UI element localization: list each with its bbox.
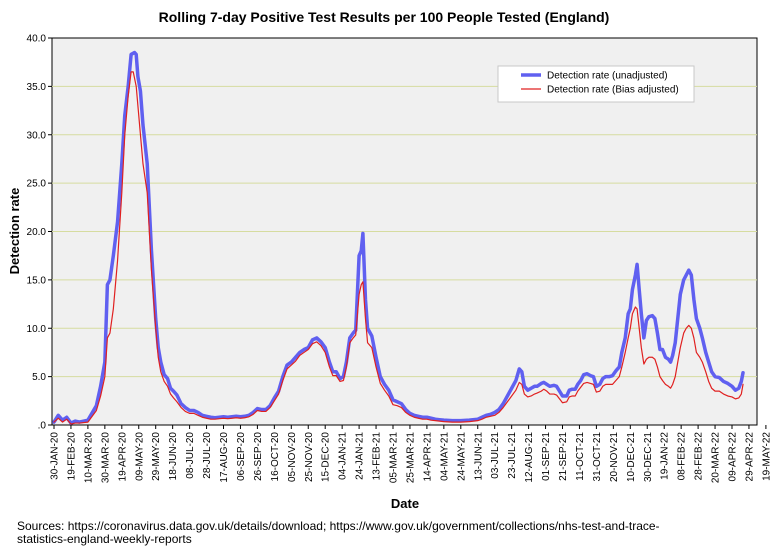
series-line-bias-adjusted [53, 71, 744, 425]
x-tick-label: 09-APR-22 [728, 432, 739, 482]
x-tick-label: 11-OCT-21 [575, 432, 586, 481]
y-tick-label: 40.0 [27, 34, 47, 45]
x-tick-label: 05-MAR-21 [389, 432, 400, 484]
x-tick-label: 25-NOV-20 [304, 432, 315, 482]
y-tick-label: 10.0 [27, 324, 47, 335]
x-tick-label: 04-JAN-21 [338, 432, 349, 480]
x-tick-label: 19-FEB-20 [66, 432, 77, 481]
x-tick-label: 23-JUL-21 [507, 432, 518, 479]
x-tick-label: 10-MAR-20 [83, 432, 94, 484]
x-tick-label: 18-JUN-20 [168, 432, 179, 481]
x-tick-label: 29-APR-22 [744, 432, 755, 482]
x-tick-label: 13-JUN-21 [473, 432, 484, 481]
y-axis-ticks: 40.0 35.0 30.0 25.0 20.0 15.0 10.0 5.0 .0 [27, 34, 52, 432]
x-tick-label: 24-JAN-21 [355, 432, 366, 480]
x-tick-label: 28-JUL-20 [202, 432, 213, 479]
sources-line-1: Sources: https://coronavirus.data.gov.uk… [17, 520, 660, 533]
x-tick-label: 30-DEC-21 [643, 432, 654, 482]
x-tick-label: 20-MAR-22 [711, 432, 722, 484]
y-tick-label: 30.0 [27, 130, 47, 141]
x-tick-label: 03-JUL-21 [490, 432, 501, 479]
x-tick-label: 24-MAY-21 [456, 432, 467, 481]
x-tick-label: 19-MAY-22 [761, 432, 772, 481]
chart: Rolling 7-day Positive Test Results per … [7, 9, 772, 511]
y-tick-label: 25.0 [27, 179, 47, 190]
x-tick-label: 10-DEC-21 [626, 432, 637, 482]
x-tick-label: 19-APR-20 [117, 432, 128, 482]
x-tick-label: 09-MAY-20 [134, 432, 145, 481]
x-tick-label: 06-SEP-20 [236, 432, 247, 481]
x-tick-label: 29-MAY-20 [151, 432, 162, 481]
chart-title: Rolling 7-day Positive Test Results per … [159, 9, 610, 25]
series-line-unadjusted [52, 50, 745, 425]
legend-box [497, 65, 695, 103]
legend-label-bias-adjusted: Detection rate (Bias adjusted) [547, 85, 679, 96]
x-tick-label: 28-FEB-22 [694, 432, 705, 481]
y-axis-title: Detection rate [7, 188, 22, 275]
legend-label-unadjusted: Detection rate (unadjusted) [547, 71, 668, 82]
y-tick-label: 5.0 [32, 372, 46, 383]
x-tick-label: 26-SEP-20 [253, 432, 264, 481]
x-tick-label: 08-JUL-20 [185, 432, 196, 479]
x-tick-label: 31-OCT-21 [592, 432, 603, 482]
x-tick-label: 08-FEB-22 [677, 432, 688, 481]
y-tick-label: 20.0 [27, 227, 47, 238]
x-tick-label: 04-MAY-21 [439, 432, 450, 481]
x-tick-label: 05-NOV-20 [287, 432, 298, 482]
x-tick-label: 20-NOV-21 [609, 432, 620, 482]
x-tick-label: 13-FEB-21 [372, 432, 383, 481]
legend: Detection rate (unadjusted) Detection ra… [497, 65, 695, 103]
y-tick-label: .0 [38, 421, 47, 432]
x-tick-label: 14-APR-21 [422, 432, 433, 482]
x-tick-label: 21-SEP-21 [558, 432, 569, 481]
sources-footer: Sources: https://coronavirus.data.gov.uk… [17, 520, 767, 548]
sources-line-2: statistics-england-weekly-reports [17, 532, 192, 546]
x-tick-label: 01-SEP-21 [541, 432, 552, 481]
y-tick-label: 15.0 [27, 275, 47, 286]
x-axis-title: Date [391, 496, 419, 511]
series-lines [52, 50, 745, 425]
x-tick-label: 12-AUG-21 [524, 432, 535, 483]
x-tick-label: 17-AUG-20 [219, 432, 230, 483]
x-tick-label: 30-MAR-20 [100, 432, 111, 484]
x-axis-ticks: 30-JAN-20 19-FEB-20 10-MAR-20 30-MAR-20 19-A… [50, 425, 772, 484]
x-tick-label: 19-JAN-22 [660, 432, 671, 480]
x-tick-label: 25-MAR-21 [405, 432, 416, 484]
x-tick-label: 15-DEC-20 [321, 432, 332, 482]
y-tick-label: 35.0 [27, 82, 47, 93]
x-tick-label: 16-OCT-20 [270, 432, 281, 482]
x-tick-label: 30-JAN-20 [50, 432, 61, 480]
